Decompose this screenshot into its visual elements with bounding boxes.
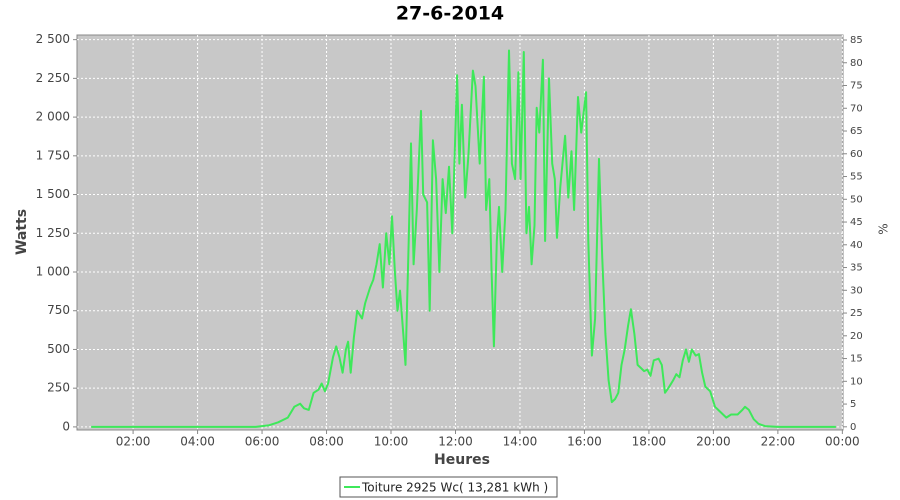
x-tick-label: 20:00 [696,435,731,449]
y2-tick-label: 55 [850,172,863,183]
y2-tick-label: 50 [850,194,863,205]
x-tick-label: 08:00 [309,435,344,449]
y-tick-label: 2 500 [36,32,70,46]
y2-tick-label: 70 [850,103,863,114]
y-tick-label: 2 250 [36,71,70,85]
y2-tick-label: 20 [850,331,863,342]
y-tick-label: 750 [47,303,70,317]
y-tick-label: 1 000 [36,265,70,279]
x-tick-label: 06:00 [245,435,280,449]
y-tick-label: 1 750 [36,148,70,162]
legend-label: Toiture 2925 Wc( 13,281 kWh ) [361,481,548,495]
x-axis-label: Heures [434,452,490,468]
y2-tick-label: 10 [850,376,863,387]
x-tick-label: 22:00 [761,435,796,449]
y-tick-label: 1 250 [36,226,70,240]
y-tick-label: 500 [47,342,70,356]
x-tick-label: 14:00 [503,435,538,449]
y-tick-label: 0 [62,419,70,433]
y2-tick-label: 45 [850,217,863,228]
y2-tick-label: 25 [850,308,863,319]
y-axis-label: Watts [14,209,30,255]
x-tick-label: 02:00 [116,435,151,449]
x-tick-label: 18:00 [632,435,667,449]
data-line [91,49,836,428]
x-tick-label: 00:00 [825,435,860,449]
y2-tick-label: 35 [850,263,863,274]
y2-axis-label: % [877,223,891,234]
y2-tick-label: 75 [850,81,863,92]
y2-tick-label: 5 [850,399,856,410]
y-tick-label: 250 [47,381,70,395]
x-tick-label: 12:00 [438,435,473,449]
legend [339,476,558,498]
x-tick-label: 04:00 [180,435,215,449]
y2-tick-label: 40 [850,240,863,251]
y2-tick-label: 0 [850,422,856,433]
plot-area [76,34,844,431]
y2-tick-label: 30 [850,285,863,296]
y2-tick-label: 60 [850,149,863,160]
x-tick-label: 16:00 [567,435,602,449]
y2-tick-label: 15 [850,354,863,365]
y-tick-label: 1 500 [36,187,70,201]
x-tick-label: 10:00 [374,435,409,449]
chart-title: 27-6-2014 [396,3,504,25]
y-tick-label: 2 000 [36,110,70,124]
y2-tick-label: 65 [850,126,863,137]
y2-tick-label: 80 [850,58,863,69]
y2-tick-label: 85 [850,35,863,46]
